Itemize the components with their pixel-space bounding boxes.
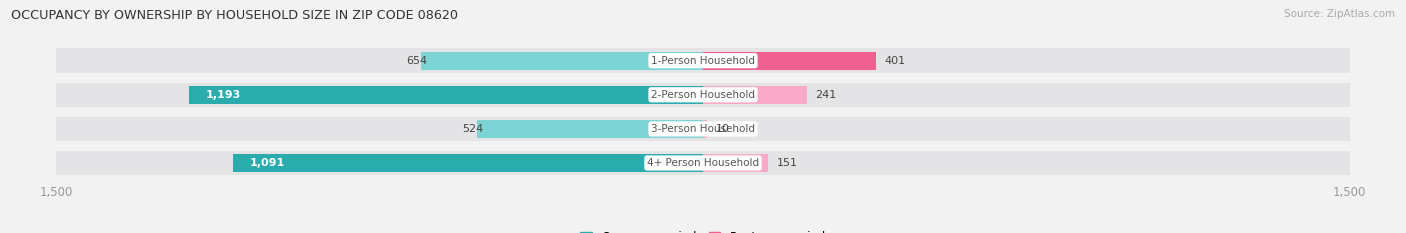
Bar xyxy=(420,52,703,70)
Bar xyxy=(703,120,707,138)
Text: 151: 151 xyxy=(776,158,797,168)
Bar xyxy=(703,82,1350,107)
Text: 3-Person Household: 3-Person Household xyxy=(651,124,755,134)
Bar xyxy=(703,154,768,172)
Bar xyxy=(703,116,1350,141)
Bar xyxy=(703,52,876,70)
Text: 10: 10 xyxy=(716,124,730,134)
Bar xyxy=(56,116,703,141)
Bar xyxy=(56,82,703,107)
Text: 1-Person Household: 1-Person Household xyxy=(651,56,755,66)
Bar xyxy=(232,154,703,172)
Text: 1,091: 1,091 xyxy=(250,158,285,168)
Bar xyxy=(477,120,703,138)
Legend: Owner-occupied, Renter-occupied: Owner-occupied, Renter-occupied xyxy=(575,226,831,233)
Text: 654: 654 xyxy=(406,56,427,66)
Text: 4+ Person Household: 4+ Person Household xyxy=(647,158,759,168)
Text: Source: ZipAtlas.com: Source: ZipAtlas.com xyxy=(1284,9,1395,19)
Bar xyxy=(703,151,1350,175)
Bar xyxy=(56,151,703,175)
Text: 2-Person Household: 2-Person Household xyxy=(651,90,755,100)
Text: 241: 241 xyxy=(815,90,837,100)
Bar xyxy=(188,86,703,104)
Bar xyxy=(703,48,1350,73)
Text: 1,193: 1,193 xyxy=(205,90,240,100)
Text: OCCUPANCY BY OWNERSHIP BY HOUSEHOLD SIZE IN ZIP CODE 08620: OCCUPANCY BY OWNERSHIP BY HOUSEHOLD SIZE… xyxy=(11,9,458,22)
Text: 524: 524 xyxy=(463,124,484,134)
Text: 401: 401 xyxy=(884,56,905,66)
Bar xyxy=(703,86,807,104)
Bar xyxy=(56,48,703,73)
